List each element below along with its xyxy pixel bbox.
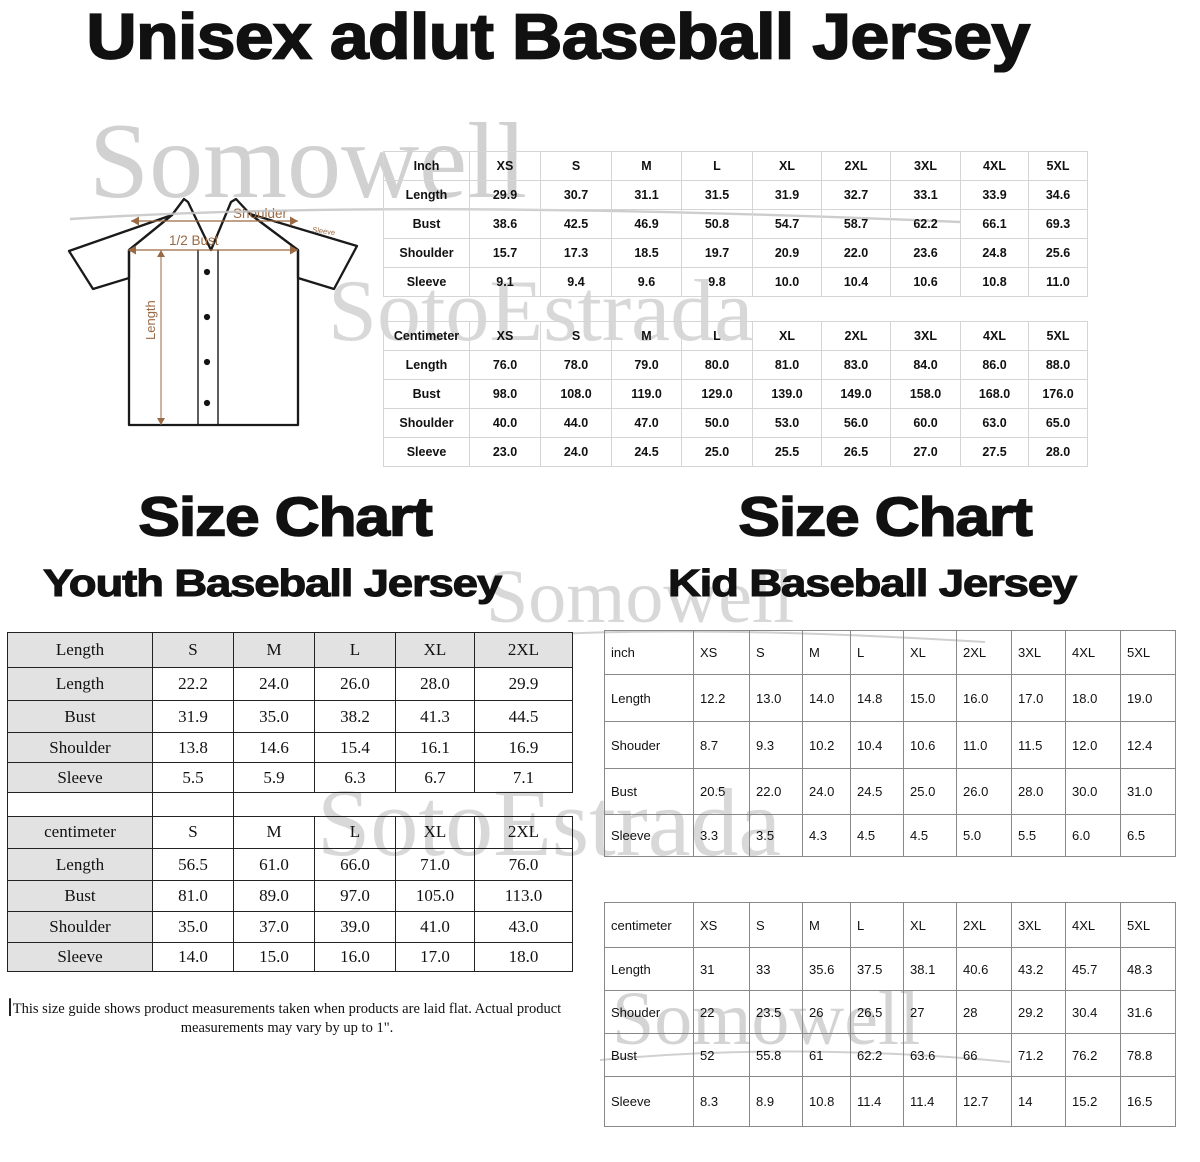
svg-text:Sleeve: Sleeve	[312, 225, 336, 237]
svg-text:Shoulder: Shoulder	[233, 206, 288, 221]
svg-text:Length: Length	[143, 300, 158, 340]
svg-text:1/2 Bust: 1/2 Bust	[169, 233, 219, 248]
